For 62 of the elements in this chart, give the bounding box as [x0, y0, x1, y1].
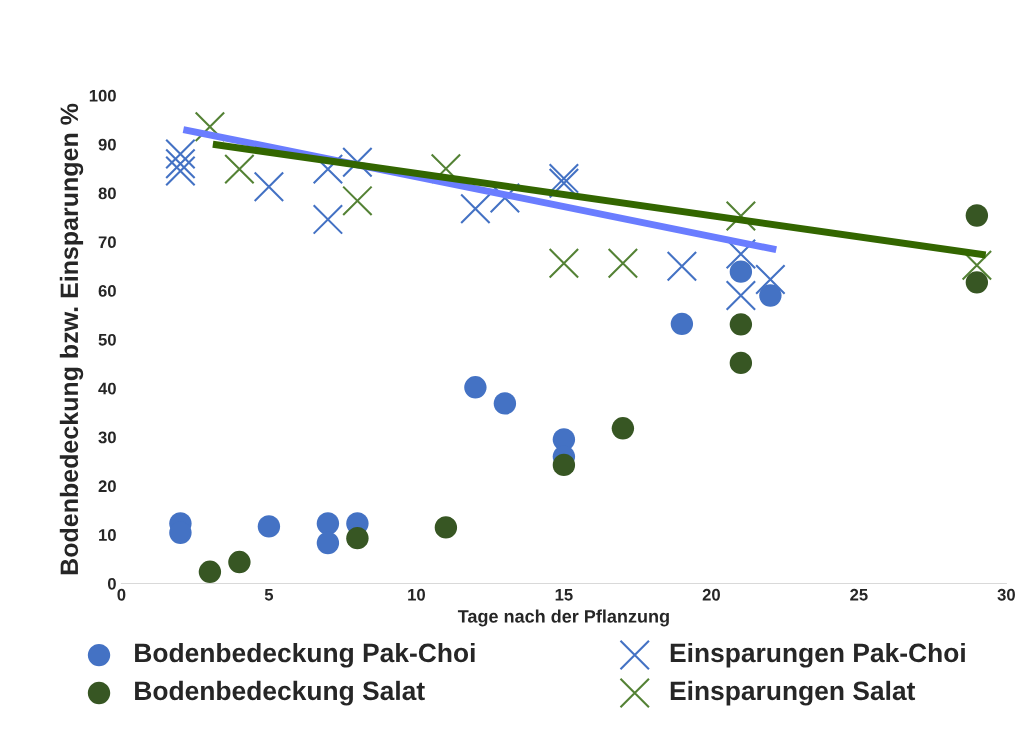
point — [460, 193, 491, 224]
x-tick-label: 15 — [555, 589, 573, 601]
point — [165, 138, 196, 170]
x-tick-label: 20 — [702, 588, 720, 601]
x-tick-label: 10 — [408, 588, 425, 601]
point — [725, 200, 757, 232]
point — [316, 531, 340, 555]
point — [312, 153, 344, 185]
point — [346, 526, 369, 550]
point — [224, 153, 255, 185]
point — [961, 250, 993, 281]
point — [342, 147, 373, 178]
legend-label: Einsparungen Salat — [670, 680, 916, 706]
point — [729, 351, 753, 375]
point — [725, 280, 757, 311]
y-tick-label: 30 — [98, 431, 116, 444]
point — [489, 182, 521, 214]
point — [725, 238, 757, 270]
point — [316, 512, 340, 535]
point — [228, 550, 251, 574]
y-tick-label: 0 — [107, 577, 116, 590]
y-tick-label: 80 — [98, 187, 116, 200]
y-tick-label: 60 — [98, 285, 116, 297]
x-axis-title: Tage nach der Pflanzung — [457, 609, 669, 627]
y-tick-label: 70 — [98, 236, 116, 249]
point — [607, 248, 639, 279]
point — [670, 312, 694, 336]
point — [165, 155, 196, 187]
point — [965, 204, 989, 227]
point — [755, 264, 786, 295]
point — [965, 271, 989, 294]
point — [666, 250, 698, 282]
point — [434, 516, 458, 539]
y-tick-label: 10 — [99, 529, 116, 541]
x-tick-label: 25 — [850, 588, 868, 601]
point — [552, 453, 576, 477]
legend-label: Bodenbedeckung Salat — [135, 680, 425, 706]
y-tick-label: 100 — [89, 89, 116, 102]
point — [194, 111, 226, 142]
y-tick-label: 90 — [98, 138, 116, 151]
x-tick-label: 30 — [997, 588, 1015, 601]
y-axis-title: Bodenbedeckung bzw. Einsparungen % — [59, 103, 84, 575]
point — [342, 185, 373, 217]
point — [312, 204, 344, 235]
point — [548, 248, 580, 279]
y-tick-label: 20 — [98, 480, 116, 493]
point — [759, 284, 782, 307]
point — [493, 392, 517, 415]
point — [729, 260, 753, 283]
y-tick-label: 50 — [98, 333, 116, 346]
point — [464, 376, 487, 399]
point — [611, 417, 635, 440]
point — [729, 313, 753, 336]
y-tick-label: 40 — [98, 382, 116, 395]
point — [165, 148, 196, 180]
x-tick-label: 5 — [264, 589, 274, 601]
point — [257, 515, 281, 538]
legend-label: Bodenbedeckung Pak-Choi — [135, 642, 475, 668]
x-tick-label: 0 — [117, 588, 126, 601]
point — [198, 560, 222, 584]
legend-label: Einsparungen Pak-Choi — [670, 642, 965, 668]
point — [253, 171, 285, 202]
